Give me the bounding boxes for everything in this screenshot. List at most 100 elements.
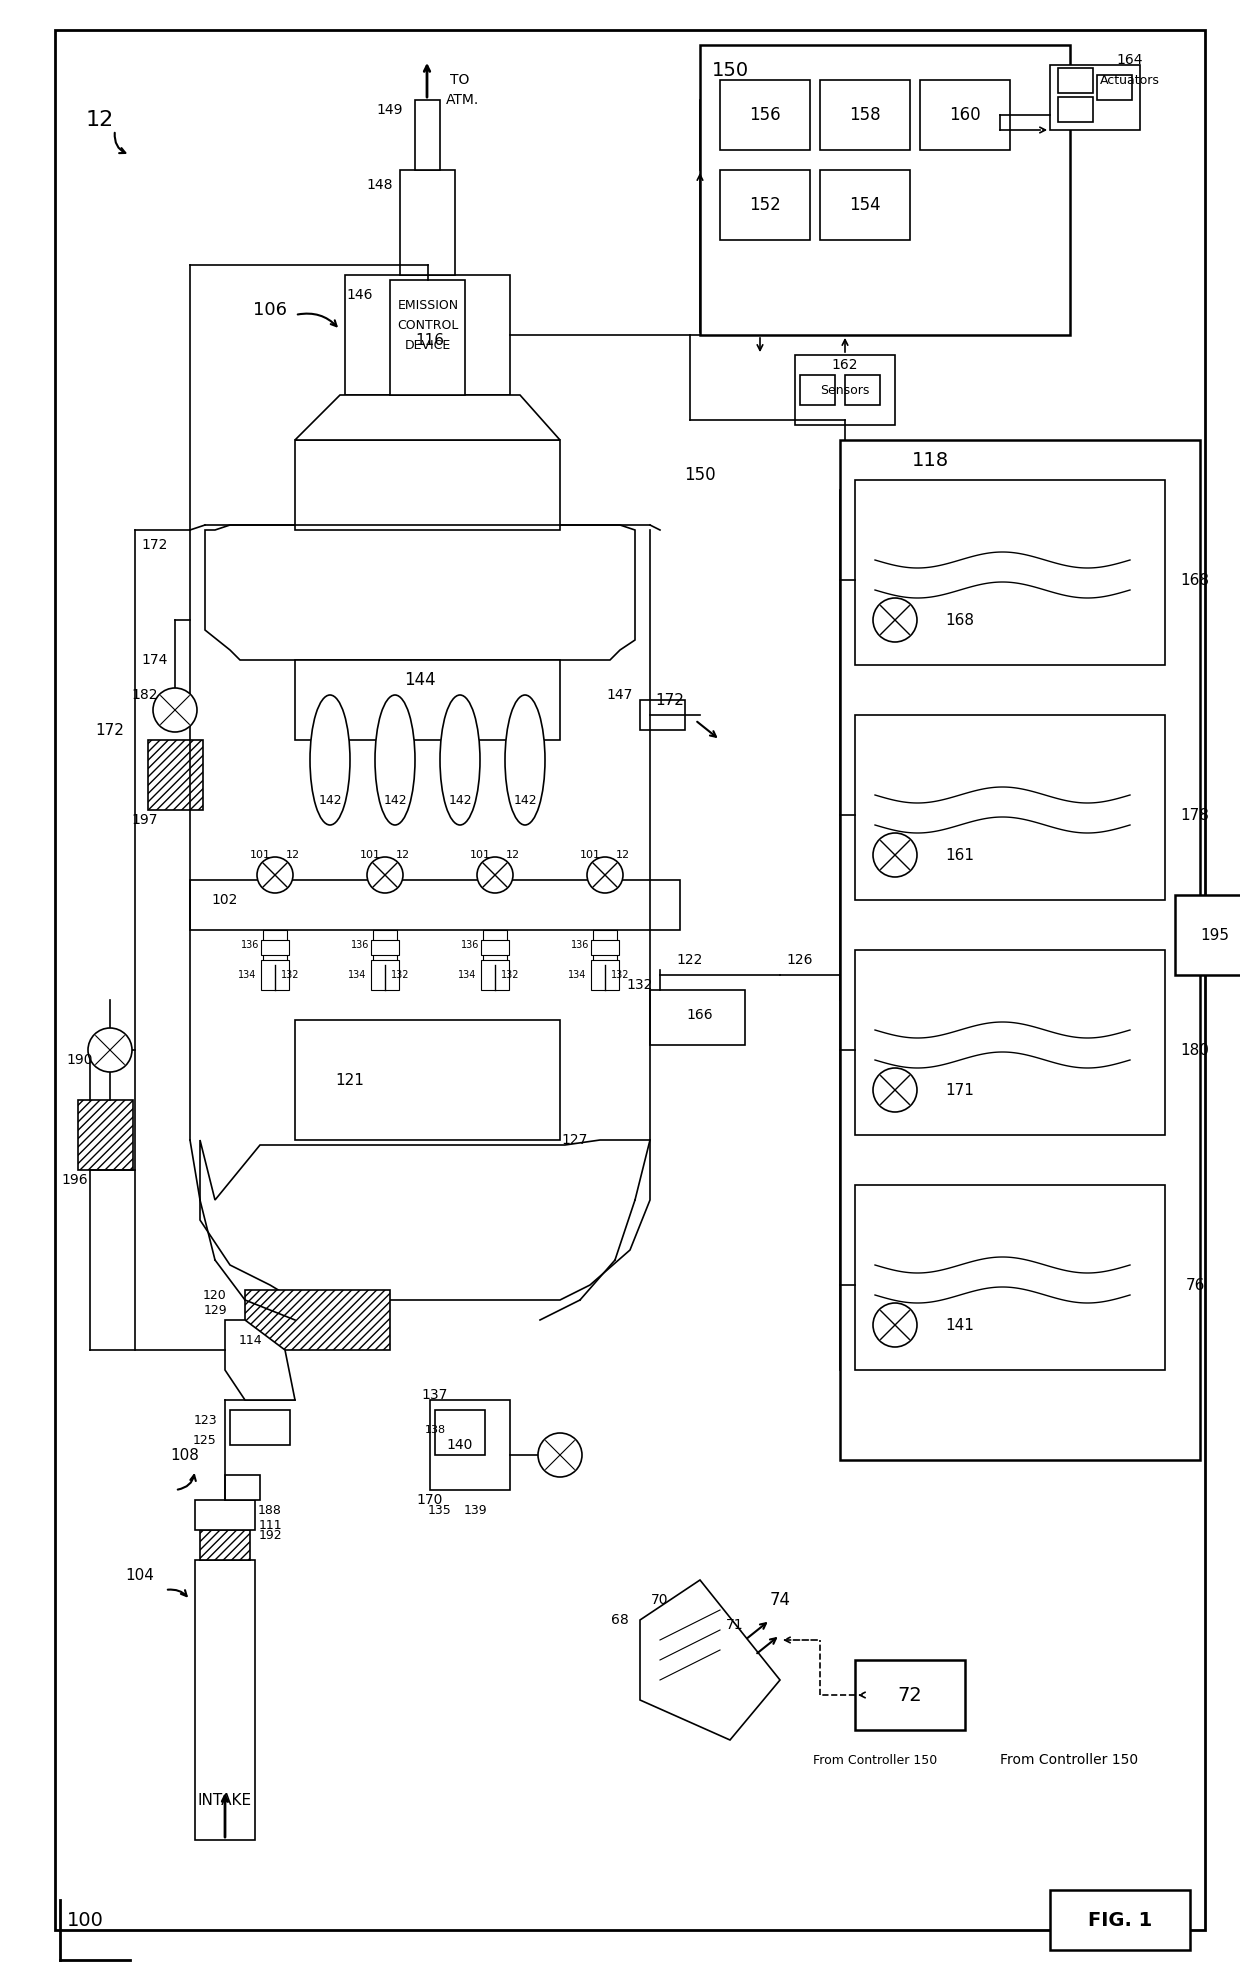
Text: 12: 12 — [286, 851, 300, 860]
Text: 164: 164 — [1117, 53, 1143, 67]
Text: FIG. 1: FIG. 1 — [1087, 1910, 1152, 1930]
Bar — [190, 880, 680, 929]
Text: 12: 12 — [616, 851, 630, 860]
Circle shape — [538, 1433, 582, 1477]
Text: 100: 100 — [67, 1910, 103, 1930]
Text: 154: 154 — [849, 197, 880, 215]
Bar — [246, 1290, 391, 1351]
Text: 125: 125 — [193, 1433, 217, 1447]
Text: 101: 101 — [579, 851, 600, 860]
Text: 106: 106 — [253, 301, 286, 319]
Bar — [701, 45, 1070, 335]
Bar — [856, 480, 1166, 666]
Text: 150: 150 — [712, 61, 749, 79]
Bar — [415, 100, 440, 169]
Bar — [591, 939, 619, 955]
Bar — [195, 1559, 255, 1839]
Text: 134: 134 — [238, 971, 257, 981]
Text: 70: 70 — [651, 1593, 668, 1607]
Text: 101: 101 — [360, 851, 381, 860]
Ellipse shape — [310, 695, 350, 825]
Bar — [224, 1475, 260, 1500]
Text: 138: 138 — [424, 1426, 445, 1435]
Bar — [1050, 65, 1140, 130]
Text: 168: 168 — [945, 612, 975, 628]
Text: 149: 149 — [377, 102, 403, 116]
Text: 197: 197 — [131, 813, 159, 827]
Bar — [1050, 1890, 1190, 1949]
Text: 74: 74 — [770, 1591, 791, 1609]
Bar — [820, 169, 910, 240]
Text: 172: 172 — [656, 693, 684, 707]
Bar — [401, 169, 455, 276]
Text: From Controller 150: From Controller 150 — [999, 1752, 1138, 1766]
Circle shape — [873, 1303, 918, 1347]
Bar — [720, 1630, 740, 1699]
Text: 104: 104 — [125, 1567, 155, 1583]
Bar — [1058, 96, 1092, 122]
Bar — [78, 1101, 133, 1170]
Text: 152: 152 — [749, 197, 781, 215]
Text: 141: 141 — [946, 1317, 975, 1333]
Text: 12: 12 — [506, 851, 520, 860]
Text: 156: 156 — [749, 106, 781, 124]
Bar — [435, 1410, 485, 1455]
Circle shape — [477, 857, 513, 894]
Text: 101: 101 — [249, 851, 270, 860]
Bar — [856, 949, 1166, 1134]
Bar — [229, 1410, 290, 1445]
Bar — [720, 1630, 740, 1699]
Text: 136: 136 — [241, 939, 259, 949]
Ellipse shape — [374, 695, 415, 825]
Text: 146: 146 — [347, 287, 373, 301]
Bar — [720, 1630, 740, 1699]
Text: 150: 150 — [684, 467, 715, 484]
Text: 120: 120 — [203, 1288, 227, 1302]
Text: 139: 139 — [464, 1504, 487, 1516]
Bar — [640, 701, 684, 730]
Text: 142: 142 — [319, 794, 342, 807]
Text: 180: 180 — [1180, 1042, 1209, 1057]
Text: 160: 160 — [949, 106, 981, 124]
Text: 172: 172 — [141, 538, 169, 551]
Text: 174: 174 — [141, 654, 169, 667]
Circle shape — [153, 687, 197, 732]
Bar — [263, 929, 286, 965]
Bar — [1097, 75, 1132, 100]
Bar — [481, 939, 508, 955]
Text: 116: 116 — [415, 333, 444, 347]
Bar — [720, 169, 810, 240]
Ellipse shape — [440, 695, 480, 825]
Text: 108: 108 — [171, 1447, 200, 1463]
Bar — [430, 1400, 510, 1491]
Text: 132: 132 — [626, 979, 653, 992]
Bar — [856, 715, 1166, 900]
Circle shape — [367, 857, 403, 894]
Bar — [371, 961, 399, 990]
Text: 68: 68 — [611, 1613, 629, 1626]
Bar — [373, 929, 397, 965]
Bar — [345, 276, 510, 396]
Text: 102: 102 — [212, 894, 238, 908]
Bar — [200, 1530, 250, 1559]
Bar — [720, 81, 810, 150]
Polygon shape — [295, 396, 560, 439]
Text: Actuators: Actuators — [1100, 73, 1159, 87]
Text: 192: 192 — [258, 1528, 281, 1542]
Text: 195: 195 — [1200, 927, 1230, 943]
Text: 12: 12 — [396, 851, 410, 860]
Text: 111: 111 — [258, 1518, 281, 1532]
Polygon shape — [205, 526, 635, 660]
Text: 126: 126 — [786, 953, 813, 967]
Text: DEVICE: DEVICE — [405, 339, 451, 352]
Bar — [1176, 896, 1240, 975]
Bar — [720, 1630, 740, 1699]
Bar — [295, 660, 560, 740]
Text: 114: 114 — [238, 1333, 262, 1347]
Text: 136: 136 — [351, 939, 370, 949]
Text: 132: 132 — [501, 971, 520, 981]
Bar — [260, 961, 289, 990]
Text: 196: 196 — [62, 1174, 88, 1187]
Text: 162: 162 — [832, 358, 858, 372]
Bar — [720, 1630, 740, 1699]
